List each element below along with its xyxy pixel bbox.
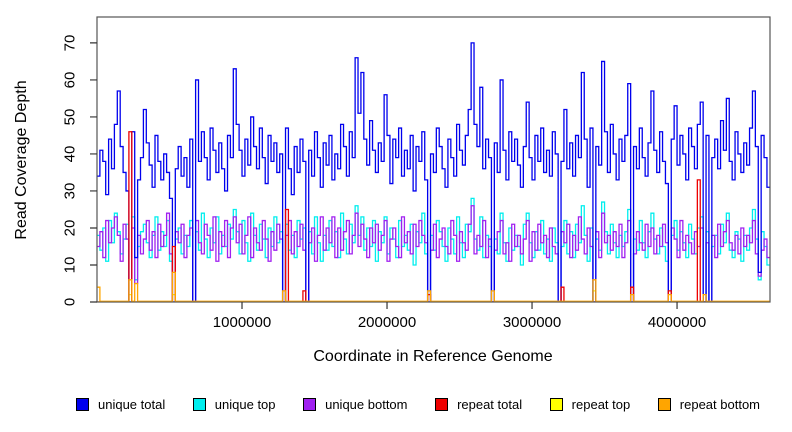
y-tick-label: 70 (61, 34, 79, 52)
y-tick-label: 50 (61, 108, 79, 126)
x-tick-label: 2000000 (357, 314, 417, 331)
legend-label: unique top (214, 397, 276, 412)
legend-item-repeat-total: repeat total (435, 397, 522, 412)
legend-label: unique bottom (325, 397, 408, 412)
y-tick-label: 40 (61, 145, 79, 163)
unique-total-swatch-icon (76, 398, 89, 411)
y-tick-label: 30 (61, 182, 79, 200)
y-axis-title: Read Coverage Depth (13, 80, 30, 240)
legend-item-unique-bottom: unique bottom (303, 397, 408, 412)
x-tick-label: 1000000 (212, 314, 272, 331)
legend: unique total unique top unique bottom re… (76, 397, 760, 412)
legend-label: unique total (98, 397, 166, 412)
repeat-top-swatch-icon (549, 398, 563, 411)
x-axis-title: Coordinate in Reference Genome (313, 348, 553, 365)
unique-bottom-swatch-icon (303, 398, 317, 411)
legend-label: repeat bottom (679, 397, 760, 412)
y-tick-label: 10 (61, 256, 79, 274)
y-tick-label: 60 (61, 71, 79, 89)
y-tick-label: 20 (61, 219, 79, 237)
unique-top-swatch-icon (192, 398, 206, 411)
legend-item-repeat-top: repeat top (549, 397, 631, 412)
x-tick-label: 4000000 (647, 314, 707, 331)
repeat-total-swatch-icon (435, 398, 449, 411)
x-tick-label: 3000000 (502, 314, 562, 331)
y-tick-label: 0 (61, 297, 79, 307)
legend-label: repeat top (571, 397, 631, 412)
legend-item-unique-total: unique total (76, 397, 165, 412)
legend-item-unique-top: unique top (192, 397, 276, 412)
legend-label: repeat total (457, 397, 523, 412)
repeat-bottom-swatch-icon (657, 398, 671, 411)
legend-item-repeat-bottom: repeat bottom (657, 397, 760, 412)
